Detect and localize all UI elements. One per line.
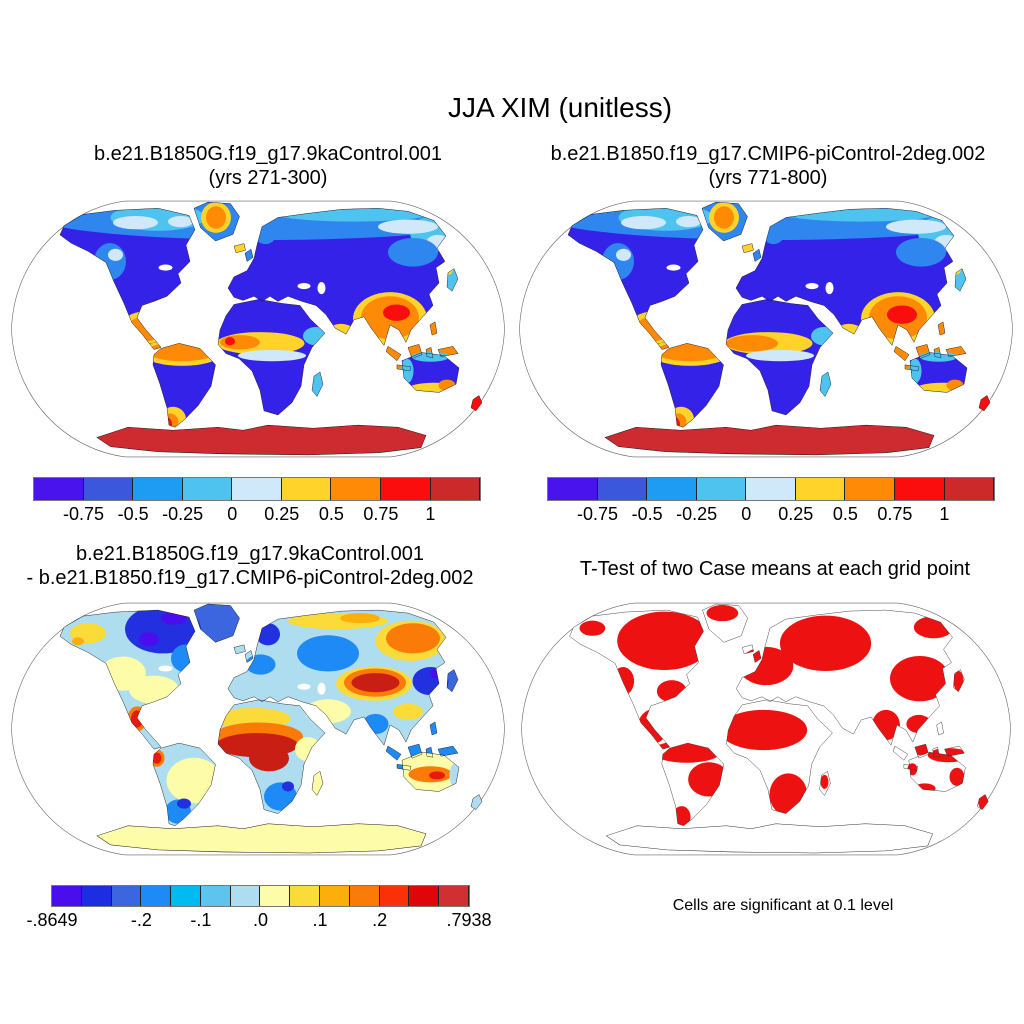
colorbar-difference: -.8649 -.2 -.1 .0 .1 .2 .7938 (26, 885, 492, 930)
colorbar-tick-label: .2 (372, 910, 388, 930)
diff-title-line1: b.e21.B1850G.f19_g17.9kaControl.001 (75, 543, 425, 565)
panel-bottom-right-title: T-Test of two Case means at each grid po… (579, 558, 971, 580)
colorbar-segment (380, 478, 431, 500)
colorbar-tick-label: .7938 (446, 910, 492, 930)
colorbar-segment (548, 478, 598, 500)
colorbar-tick-label: -.8649 (26, 910, 78, 930)
colorbar-segment (409, 886, 440, 906)
colorbar-case1: -0.75 -0.5 -0.25 0 0.25 0.5 0.75 1 (33, 477, 481, 524)
colorbar-tick-label: 1 (425, 504, 436, 524)
colorbar-segment (331, 478, 381, 500)
colorbar-segment (111, 886, 142, 906)
colorbar-tick-label: -0.75 (577, 504, 619, 524)
colorbar-segment (230, 886, 261, 906)
colorbar-tick-label: -0.75 (63, 504, 105, 524)
colorbar-segment (597, 478, 648, 500)
panel-top-right-title: b.e21.B1850.f19_g17.CMIP6-piControl-2deg… (518, 142, 1018, 190)
significance-caption: Cells are significant at 0.1 level (672, 897, 894, 914)
colorbar-tick-label: 1 (939, 504, 950, 524)
panel-top-left-title: b.e21.B1850G.f19_g17.9kaControl.001 (yrs… (18, 142, 518, 190)
colorbar-tick-label: -0.25 (676, 504, 718, 524)
case1-name: b.e21.B1850G.f19_g17.9kaControl.001 (93, 143, 443, 165)
colorbar-segment (141, 886, 172, 906)
map-difference (8, 598, 508, 860)
colorbar-segment (281, 478, 332, 500)
colorbar-segment (795, 478, 846, 500)
colorbar-segment (200, 886, 231, 906)
colorbar-segment (944, 478, 995, 500)
map-ttest-significance (518, 598, 1014, 860)
colorbar-tick-label: .1 (312, 910, 328, 930)
colorbar-tick-label: 0 (741, 504, 752, 524)
colorbar-segment (133, 478, 183, 500)
colorbar-segment (320, 886, 350, 906)
colorbar-tick-label: .0 (252, 910, 269, 930)
case1-years: (yrs 271-300) (208, 167, 328, 189)
colorbar-tick-label: 0 (227, 504, 238, 524)
colorbar-segment (182, 478, 233, 500)
colorbar-segment (349, 886, 380, 906)
colorbar-segment (52, 886, 82, 906)
colorbar-segment (232, 478, 282, 500)
colorbar-tick-label: -0.5 (117, 504, 149, 524)
colorbar-tick-label: 0.75 (363, 504, 399, 524)
panel-bottom-left-title: b.e21.B1850G.f19_g17.9kaControl.001 - b.… (0, 542, 500, 590)
colorbar-segment (430, 478, 481, 500)
colorbar-segment (845, 478, 895, 500)
colorbar-segment (894, 478, 945, 500)
colorbar-segment (696, 478, 747, 500)
colorbar-tick-label: 0.75 (877, 504, 913, 524)
map-case1-mean (8, 196, 508, 462)
colorbar-tick-label: -.2 (130, 910, 152, 930)
case2-name: b.e21.B1850.f19_g17.CMIP6-piControl-2deg… (550, 143, 986, 165)
case2-years: (yrs 771-800) (708, 167, 828, 189)
colorbar-segment (439, 886, 469, 906)
map-case2-mean (516, 196, 1016, 462)
colorbar-tick-label: -0.25 (162, 504, 204, 524)
colorbar-segment (34, 478, 84, 500)
colorbar-segment (260, 886, 291, 906)
colorbar-tick-label: 0.25 (778, 504, 814, 524)
colorbar-segment (290, 886, 321, 906)
colorbar-segment (81, 886, 112, 906)
colorbar-segment (647, 478, 697, 500)
figure-title: JJA XIM (unitless) (447, 92, 673, 123)
diff-title-line2: - b.e21.B1850.f19_g17.CMIP6-piControl-2d… (26, 567, 474, 589)
colorbar-segment (746, 478, 796, 500)
colorbar-tick-label: 0.25 (264, 504, 300, 524)
colorbar-tick-label: 0.5 (318, 504, 344, 524)
colorbar-tick-label: -0.5 (631, 504, 663, 524)
colorbar-segment (379, 886, 410, 906)
colorbar-case2: -0.75 -0.5 -0.25 0 0.25 0.5 0.75 1 (547, 477, 995, 524)
colorbar-tick-label: -.1 (190, 910, 212, 930)
colorbar-segment (83, 478, 134, 500)
colorbar-segment (171, 886, 201, 906)
colorbar-tick-label: 0.5 (832, 504, 858, 524)
